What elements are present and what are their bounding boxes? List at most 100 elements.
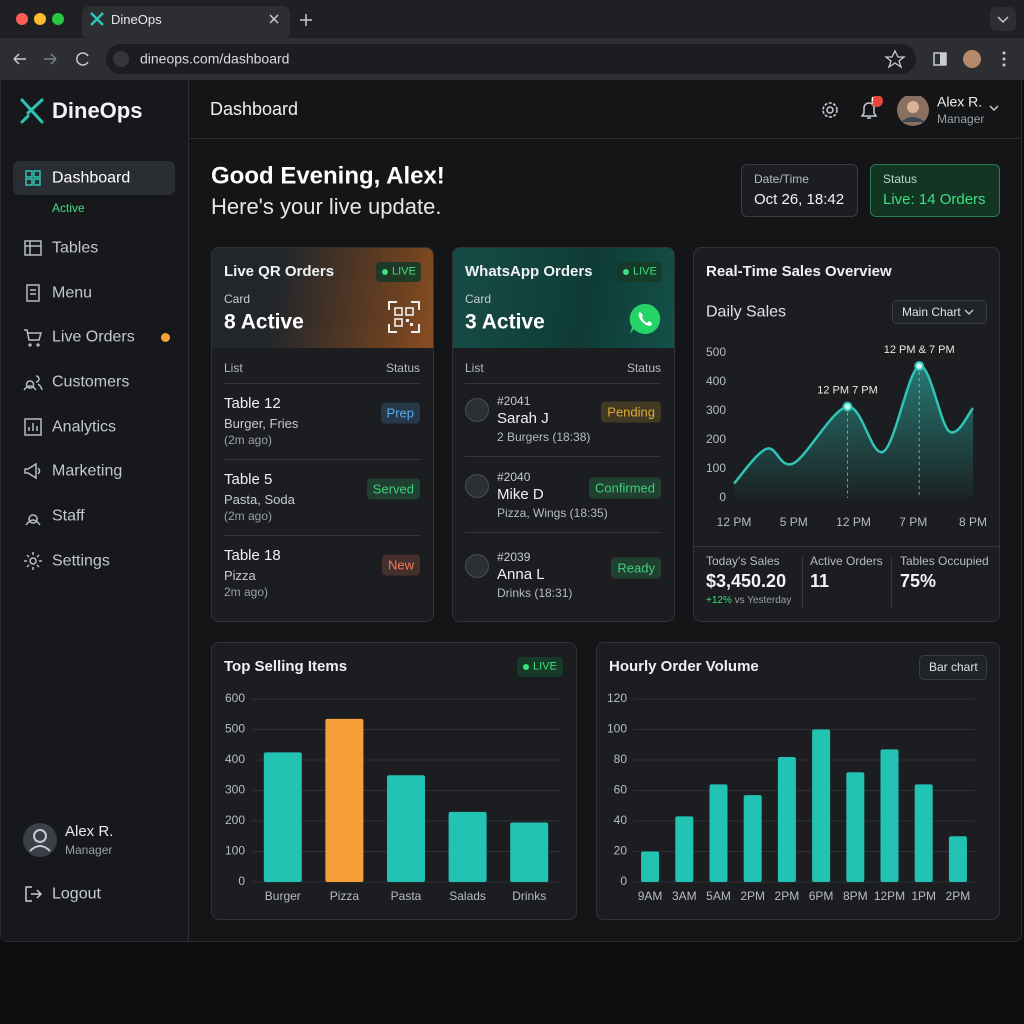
icon-shape (24, 552, 42, 570)
row-time: (2m ago) (224, 508, 273, 523)
row-detail: Pasta, Soda (224, 492, 295, 508)
row-detail: Drinks (18:31) (497, 585, 573, 600)
icon-shape (24, 418, 42, 436)
row-title: Sarah J (497, 410, 549, 427)
row-id: #2041 (497, 393, 531, 408)
row-time: (2m ago) (224, 432, 273, 447)
status-pill: Prep (380, 402, 420, 424)
dropdown-label[interactable]: Main Chart (902, 304, 961, 319)
nav-item[interactable]: Staff (52, 507, 85, 525)
divider (891, 556, 892, 608)
nav-item[interactable]: Analytics (52, 418, 117, 436)
logout[interactable]: Logout (52, 885, 101, 903)
nav-active-bg (13, 161, 175, 195)
icon-shape (24, 462, 41, 480)
qr-icon (388, 301, 420, 333)
divider (465, 532, 661, 533)
status-pill: Pending (601, 401, 661, 423)
column-header: Status (385, 360, 420, 375)
stat-label: Today's Sales (706, 553, 780, 568)
brand-logo (20, 98, 44, 124)
stat-change-note: vs Yesterday (734, 595, 792, 606)
header-user-name: Alex R. (937, 93, 983, 110)
row-detail: 2 Burgers (18:38) (497, 429, 591, 444)
top-items-card (211, 642, 577, 920)
divider (224, 459, 420, 460)
icon-shape (24, 329, 42, 347)
nav-item[interactable]: Marketing (52, 462, 123, 480)
chart-type-label[interactable]: Bar chart (929, 659, 978, 674)
info-label: Status (883, 171, 918, 186)
icon (24, 329, 42, 347)
row-id: #2040 (497, 469, 531, 484)
stat-value: 75% (900, 571, 937, 592)
page-title: Dashboard (210, 99, 299, 120)
live-dot (523, 664, 529, 670)
icon (24, 552, 42, 570)
status-pill: Ready (611, 557, 661, 579)
column-header: List (465, 360, 484, 375)
chart-type-button[interactable] (919, 655, 987, 680)
stat-value: $3,450.20 (706, 571, 787, 592)
live-badge-label: LIVE (533, 660, 557, 673)
stat-change: +12% vs Yesterday (706, 595, 791, 607)
nav-item[interactable]: Customers (52, 373, 130, 391)
datetime-box (741, 164, 858, 217)
info-value: Live: 14 Orders (883, 191, 986, 208)
live-badge (617, 262, 662, 282)
greeting-headline: Good Evening, Alex! (211, 162, 445, 190)
dropdown-chevron (964, 309, 974, 315)
row-detail: Pizza, Wings (18:35) (497, 505, 608, 520)
icon-shape (25, 514, 41, 526)
user-menu-chevron[interactable] (988, 104, 1000, 114)
nav-item[interactable]: Dashboard (52, 169, 131, 187)
row-title: Table 5 (224, 471, 273, 488)
card-count: 3 Active (465, 310, 545, 334)
row-detail: Burger, Fries (224, 416, 299, 432)
tab-title: DineOps (111, 12, 162, 28)
icon (23, 375, 43, 391)
card-title: Top Selling Items (224, 658, 348, 675)
divider (802, 556, 803, 608)
nav-item[interactable]: Live Orders (52, 328, 135, 346)
row-title: Anna L (497, 566, 545, 583)
card-title: Hourly Order Volume (609, 658, 759, 675)
icon (25, 170, 41, 186)
greeting-subline: Here's your live update. (211, 193, 442, 219)
hourly-card (596, 642, 1000, 920)
nav-status: Active (52, 200, 85, 215)
live-badge (517, 657, 563, 677)
card-title: Live QR Orders (224, 263, 335, 280)
live-badge-label: LIVE (392, 265, 416, 278)
row-id: #2039 (497, 549, 531, 564)
nav-item[interactable]: Menu (52, 284, 93, 302)
info-value: Oct 26, 18:42 (754, 191, 845, 208)
card-title: WhatsApp Orders (465, 263, 593, 280)
icon-shape (24, 240, 42, 256)
header-user-role: Manager (937, 111, 985, 126)
url[interactable]: dineops.com/dashboard (140, 50, 290, 67)
row-icon (465, 554, 489, 578)
column-header: List (224, 360, 243, 375)
row-title: Table 12 (224, 395, 281, 412)
icon (24, 418, 42, 436)
whatsapp-orders-card (452, 247, 675, 622)
stat-value: 11 (810, 571, 830, 592)
divider (465, 383, 661, 384)
row-title: Mike D (497, 486, 544, 503)
row-detail: Pizza (224, 568, 256, 584)
icon-shape (25, 170, 41, 186)
row-icon (465, 474, 489, 498)
icon-shape (23, 375, 43, 391)
icon-shape (26, 284, 40, 302)
chart-title: Daily Sales (706, 303, 787, 321)
nav-alert-dot (161, 333, 170, 342)
sidebar-user-role: Manager (65, 842, 113, 857)
nav-item[interactable]: Settings (52, 552, 110, 570)
nav-item[interactable]: Tables (52, 239, 99, 257)
card-title: Real-Time Sales Overview (706, 263, 892, 280)
row-icon (465, 398, 489, 422)
whatsapp-icon (629, 303, 661, 334)
